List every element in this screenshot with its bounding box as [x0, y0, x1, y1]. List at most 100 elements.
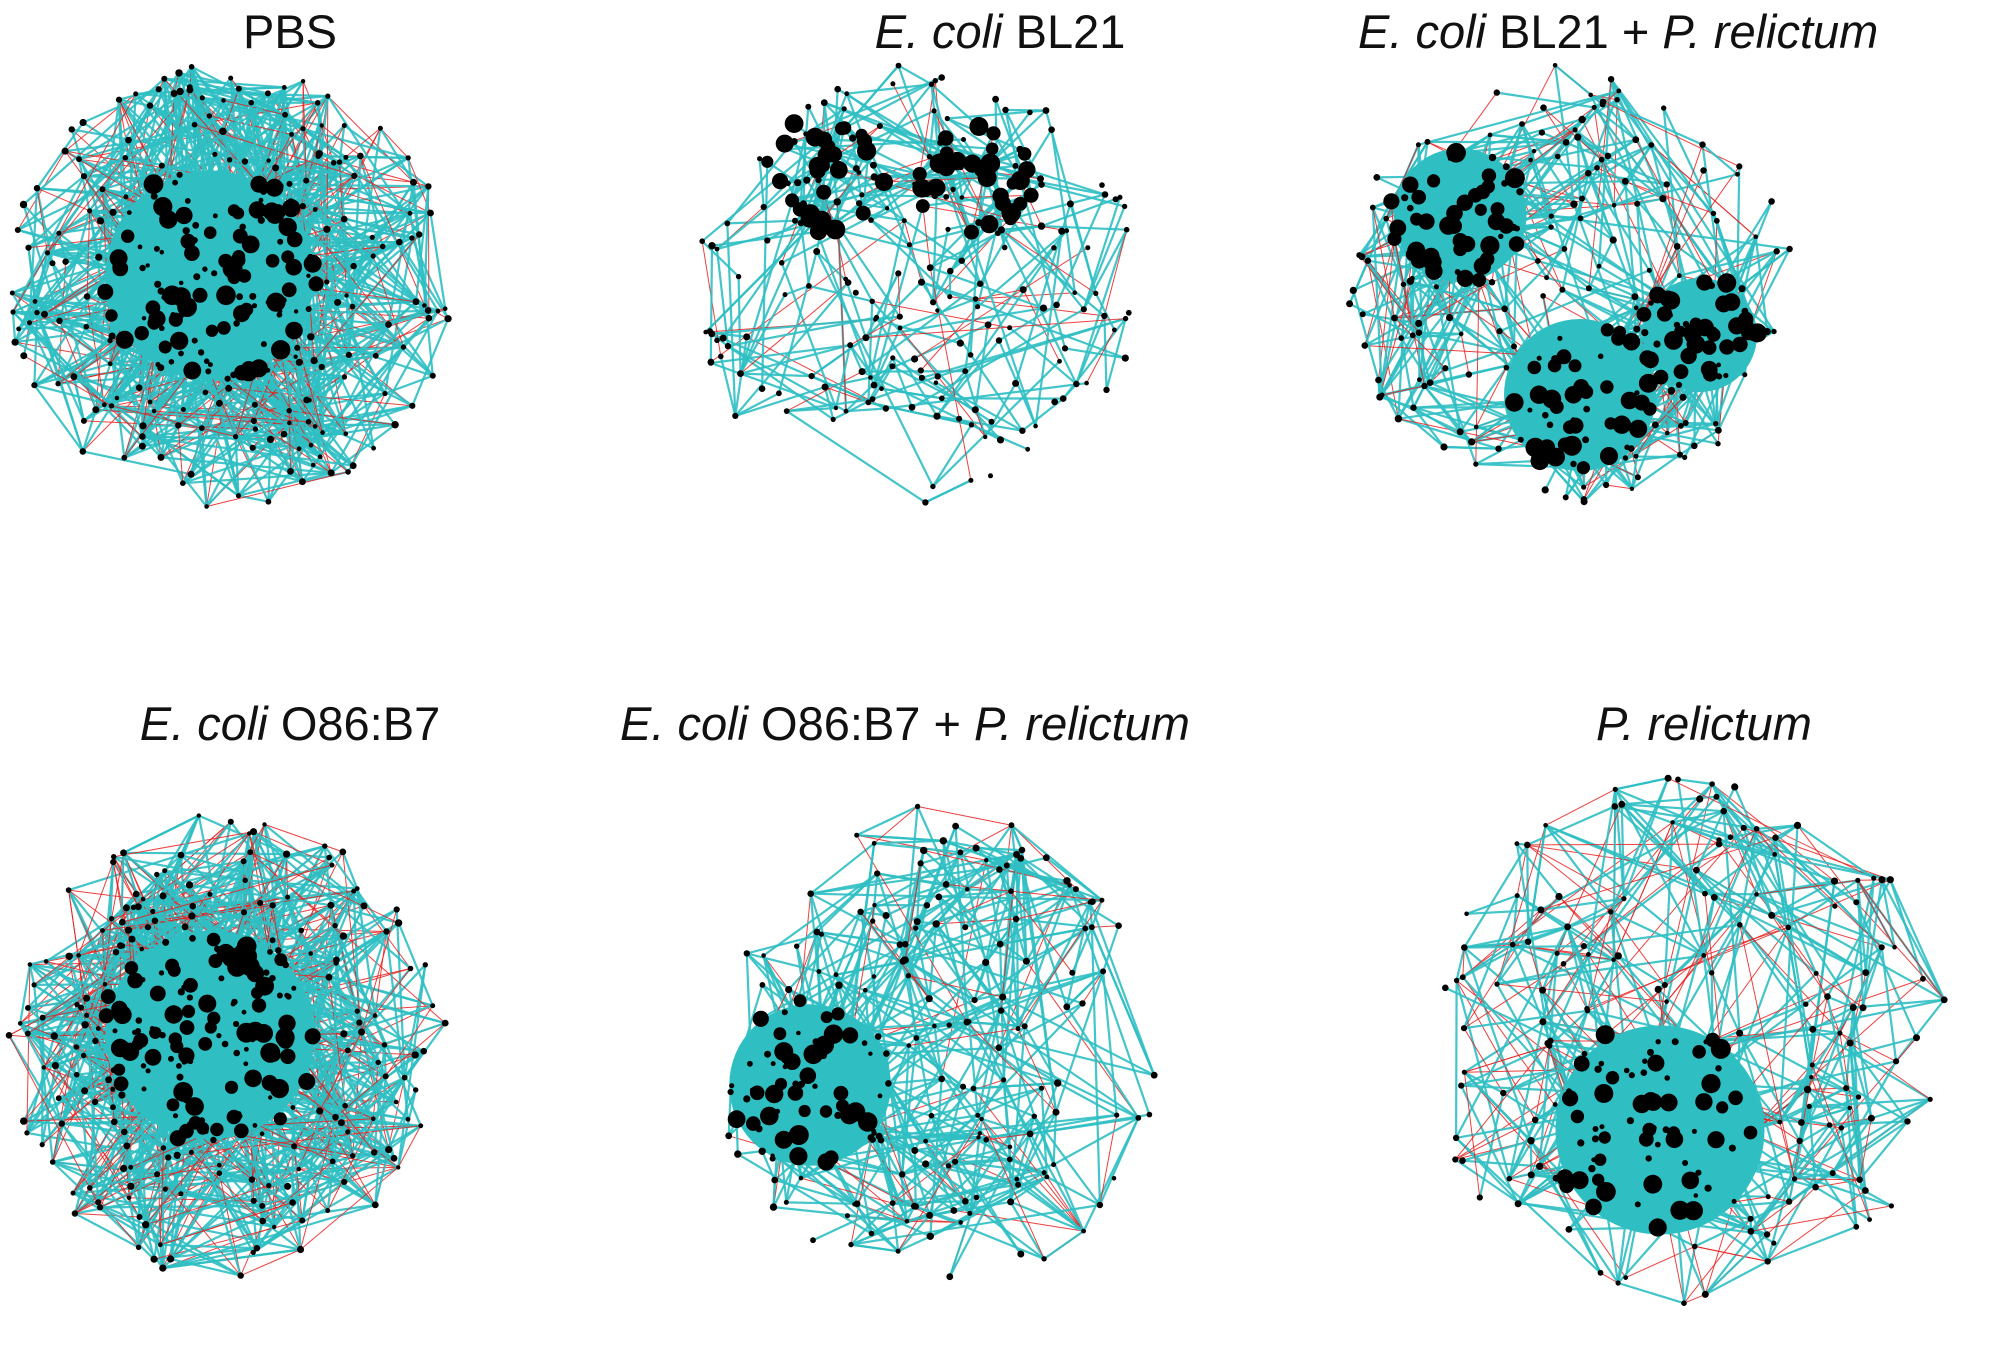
- positive-edge: [330, 346, 405, 474]
- network-node: [1528, 157, 1533, 163]
- negative-edge: [1625, 180, 1714, 214]
- negative-edge: [1543, 107, 1603, 161]
- network-node: [947, 151, 967, 171]
- network-node: [235, 85, 242, 92]
- positive-edge: [1506, 138, 1637, 168]
- network-node: [1719, 339, 1735, 355]
- positive-edge: [347, 310, 439, 473]
- network-node: [278, 217, 297, 237]
- positive-edge: [1055, 194, 1107, 306]
- positive-edge: [263, 343, 355, 467]
- network-node: [1540, 104, 1547, 111]
- network-node: [1383, 215, 1389, 222]
- network-node: [870, 161, 877, 169]
- network-node: [1481, 179, 1495, 194]
- positive-edge: [810, 336, 867, 377]
- positive-edge: [379, 127, 415, 183]
- network-node: [821, 383, 829, 391]
- positive-edge: [72, 376, 85, 422]
- network-node: [442, 306, 448, 311]
- positive-edge: [1429, 333, 1463, 384]
- positive-edge: [27, 156, 127, 249]
- network-node: [218, 253, 233, 269]
- negative-edge: [300, 1117, 336, 1250]
- network-node: [1738, 285, 1746, 293]
- negative-edge: [113, 856, 139, 907]
- panel-title: E. coli BL21: [650, 8, 1350, 55]
- positive-edge: [238, 494, 269, 503]
- positive-edge: [73, 375, 144, 427]
- negative-edge: [321, 125, 361, 157]
- network-node: [320, 430, 325, 435]
- network-node: [249, 444, 256, 451]
- title-part: E. coli: [874, 5, 1003, 58]
- network-node: [300, 126, 306, 132]
- network-node: [708, 360, 714, 366]
- positive-edge: [17, 175, 85, 231]
- network-node: [1369, 204, 1376, 211]
- negative-edge: [1491, 248, 1565, 283]
- positive-edge: [267, 354, 376, 372]
- network-node: [1680, 347, 1697, 365]
- network-node: [350, 262, 357, 270]
- network-node: [429, 372, 436, 379]
- positive-edge: [897, 64, 933, 86]
- network-node: [186, 86, 194, 94]
- network-node: [1591, 104, 1597, 110]
- network-node: [1417, 377, 1422, 383]
- network-node: [1472, 273, 1486, 287]
- positive-edge: [1587, 239, 1615, 289]
- network-node: [317, 454, 323, 460]
- network-node: [336, 159, 343, 165]
- positive-edge: [343, 124, 430, 188]
- positive-edge: [219, 398, 307, 405]
- network-node: [1498, 233, 1504, 239]
- network-node: [1093, 290, 1099, 296]
- network-node: [345, 351, 352, 358]
- nodes: [9, 64, 452, 509]
- network-node: [285, 321, 303, 340]
- network-node: [1753, 234, 1758, 239]
- network-node: [1570, 200, 1578, 208]
- positive-edge: [351, 305, 434, 377]
- network-node: [19, 200, 28, 209]
- positive-edge: [1579, 217, 1614, 241]
- positive-edge: [88, 157, 127, 212]
- network-node: [967, 352, 974, 358]
- positive-edge: [238, 86, 285, 90]
- positive-edge: [946, 117, 993, 150]
- network-node: [233, 434, 239, 440]
- network-node: [1361, 342, 1369, 349]
- network-node: [318, 363, 325, 371]
- network-node: [1359, 311, 1366, 318]
- network-node: [1584, 169, 1592, 177]
- positive-edge: [248, 323, 389, 374]
- positive-edge: [1412, 385, 1426, 409]
- network-node: [308, 276, 324, 292]
- positive-edge: [844, 278, 867, 339]
- network-node: [1634, 200, 1641, 207]
- network-node: [20, 352, 28, 360]
- network-node: [172, 179, 179, 186]
- negative-edge: [327, 95, 414, 183]
- network-node: [1554, 153, 1561, 160]
- network-node: [1614, 97, 1620, 103]
- network-node: [932, 78, 938, 84]
- positive-edge: [761, 161, 769, 389]
- network-node: [379, 243, 386, 250]
- network-node: [928, 81, 935, 87]
- positive-edge: [312, 346, 405, 466]
- network-node: [1516, 188, 1524, 196]
- title-part: O86:B7: [267, 697, 441, 750]
- network-node: [286, 408, 292, 414]
- network-node: [191, 121, 198, 128]
- network-node: [314, 100, 321, 106]
- network-node: [912, 167, 927, 182]
- network-graph: [1346, 63, 1793, 506]
- network-node: [1597, 353, 1604, 360]
- network-node: [369, 234, 375, 240]
- positive-edge: [1590, 93, 1703, 146]
- network-node: [1736, 163, 1743, 170]
- positive-edge: [758, 158, 765, 208]
- network-node: [1501, 305, 1508, 313]
